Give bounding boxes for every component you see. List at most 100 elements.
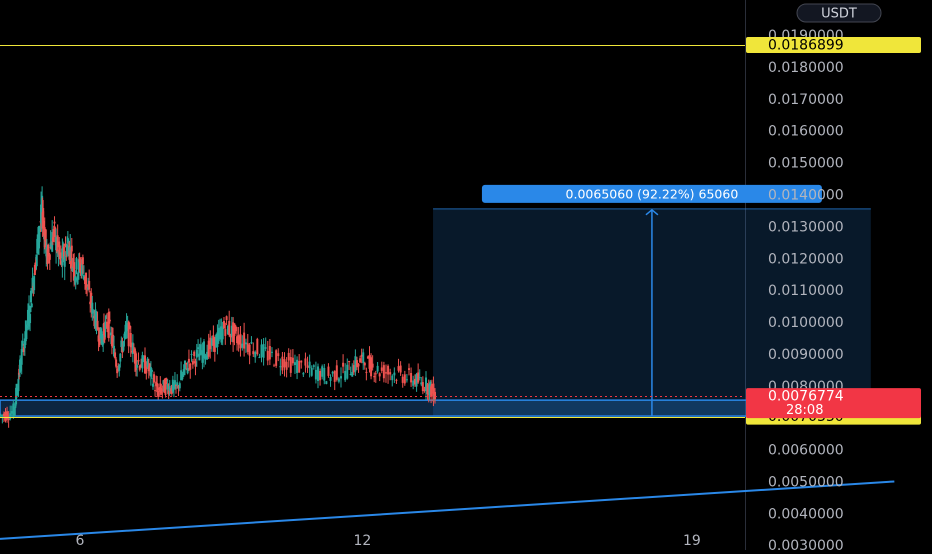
candle-body [51,237,54,242]
candle-body [366,356,369,359]
candle-body [123,333,126,339]
candle-body [124,324,127,333]
candle-body [31,277,34,292]
candle-body [371,363,374,368]
candle-body [360,354,363,357]
candle-body [342,362,345,367]
candle-body [273,365,276,367]
candle-body [368,355,371,369]
candle-body [110,335,113,347]
candle-body [335,365,338,380]
currency-button-label[interactable]: USDT [821,7,857,22]
candle-body [215,334,218,348]
candle-body [176,382,179,386]
candle-body [49,242,52,249]
candle-body [47,244,50,251]
candle-body [70,245,73,252]
candle-body [428,383,431,395]
candle-body [39,228,42,230]
candle-body [323,367,326,381]
candle-body [95,313,98,327]
candle-body [44,229,47,248]
candle-body [432,383,435,402]
candle-body [17,378,20,392]
candle-body [293,362,296,366]
candle-body [42,211,45,225]
candle-body [10,411,13,414]
candle-body [127,321,130,347]
candle-body [77,259,80,274]
candle-body [54,227,57,243]
candle-body [164,382,167,395]
candle-body [106,321,109,329]
candle-body [393,372,396,376]
candle-body [363,362,366,366]
candle-body [126,323,129,331]
candle-body [420,382,423,385]
candle-body [212,335,215,346]
candle-body [78,257,81,263]
candle-body [118,364,121,371]
candle-body [159,383,162,392]
candle-body [357,363,360,367]
candle-body [209,337,212,350]
candle-body [140,364,143,368]
candle-body [7,418,10,421]
candle-body [172,384,175,389]
candle-body [55,249,58,252]
candle-body [89,301,92,305]
currency-button[interactable] [796,3,882,23]
candle-body [91,302,94,314]
candle-body [109,332,112,336]
candle-body [85,272,88,288]
candle-body [370,357,373,377]
candle-body [103,326,106,340]
candle-body [133,348,136,364]
candle-body [423,389,426,391]
candle-body [373,376,376,378]
candle-body [33,264,36,276]
candle-body [283,359,286,368]
candle-body [351,371,354,377]
candle-body [296,359,299,373]
candle-body [66,237,69,243]
candle-body [122,341,125,351]
candle-body [88,280,91,290]
candle-body [55,237,58,251]
candle-body [21,341,24,346]
candle-body [414,378,417,385]
candle-body [434,391,437,400]
candle-body [354,356,357,372]
trendline[interactable] [0,480,895,540]
candle-body [407,368,410,370]
measure-label-box [481,184,822,203]
candle-body [206,351,209,360]
candle-body [132,350,135,353]
candle-body [119,353,122,362]
candle-body [230,325,233,336]
candle-body [237,335,240,345]
candle-body [389,372,392,375]
measure-arrow-head [645,208,659,216]
candle-body [365,371,368,373]
candle-body [16,387,19,396]
candle-body [40,208,43,219]
candle-body [117,369,120,371]
candle-body [430,386,433,397]
candle-body [22,347,25,352]
candle-body [327,366,330,376]
candle-body [37,239,40,247]
candle-body [312,365,315,367]
candle-body [331,371,334,374]
candle-body [359,358,362,363]
candle-body [2,413,5,416]
candle-body [155,381,158,386]
candle-body [298,360,301,373]
candle-body [80,264,83,276]
candle-body [162,380,165,385]
candle-body [68,242,71,260]
candle-body [417,372,420,383]
candle-body [252,351,255,355]
